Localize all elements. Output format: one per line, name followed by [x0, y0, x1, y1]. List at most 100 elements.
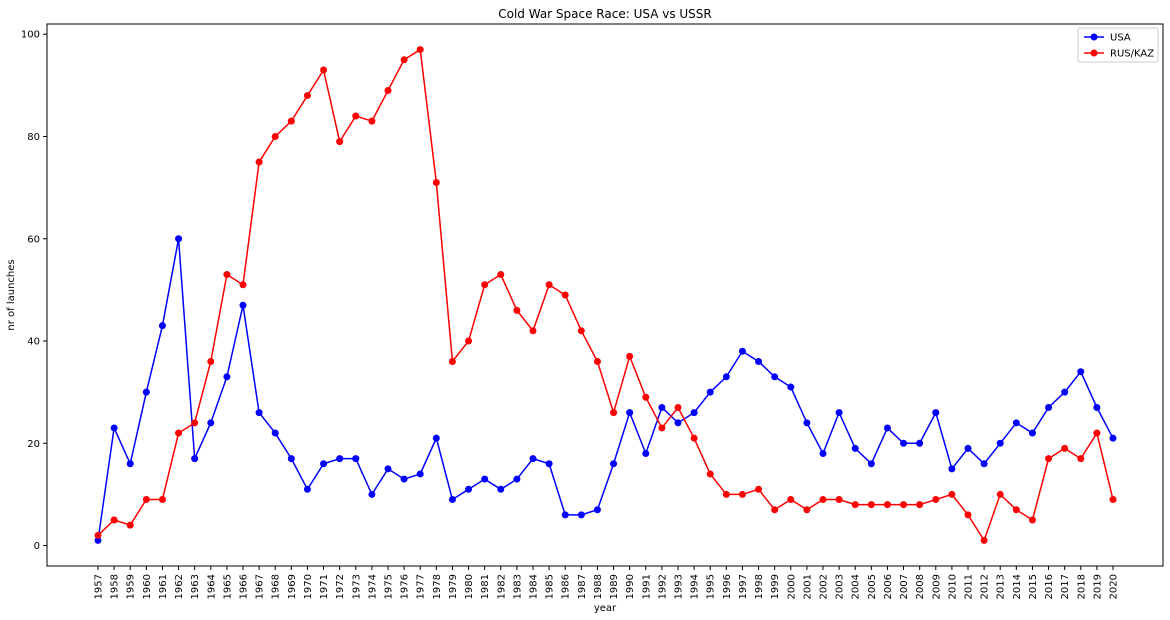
chart-title: Cold War Space Race: USA vs USSR — [498, 7, 712, 21]
data-point — [1028, 516, 1036, 524]
x-tick-label: 1981 — [480, 574, 491, 599]
legend-swatch-marker — [1090, 33, 1098, 41]
x-tick-label: 1966 — [239, 574, 250, 599]
y-tick-label: 20 — [27, 439, 40, 450]
data-point — [1093, 403, 1101, 411]
data-point — [996, 439, 1004, 447]
x-tick-label: 1957 — [94, 574, 105, 599]
data-point — [529, 455, 537, 463]
data-point — [642, 450, 650, 458]
data-point — [996, 490, 1004, 498]
data-point — [755, 485, 763, 493]
data-point — [126, 460, 134, 468]
data-point — [1077, 455, 1085, 463]
data-point — [980, 536, 988, 544]
data-point — [916, 501, 924, 509]
data-point — [690, 409, 698, 417]
x-tick-label: 1992 — [657, 574, 668, 599]
data-point — [593, 506, 601, 514]
data-point — [271, 429, 279, 437]
data-point — [1077, 368, 1085, 376]
data-point — [94, 536, 102, 544]
series-layer — [94, 46, 1117, 544]
plot-frame — [46, 23, 1164, 567]
x-tick-label: 1965 — [222, 574, 233, 599]
data-point — [722, 373, 730, 381]
data-point — [320, 66, 328, 74]
x-tick-label: 1976 — [400, 574, 411, 599]
data-point — [142, 388, 150, 396]
x-tick-label: 2005 — [867, 574, 878, 599]
y-axis-label: nr of launches — [6, 259, 17, 330]
x-tick-label: 2002 — [819, 574, 830, 599]
data-point — [803, 506, 811, 514]
x-tick-label: 2010 — [947, 574, 958, 599]
data-point — [948, 465, 956, 473]
data-point — [674, 403, 682, 411]
x-tick-label: 2013 — [996, 574, 1007, 599]
legend-entry: RUS/KAZ — [1110, 49, 1154, 60]
data-point — [513, 306, 521, 314]
data-point — [626, 352, 634, 360]
x-tick-label: 1958 — [110, 574, 121, 599]
data-point — [1109, 496, 1117, 504]
series-line — [97, 238, 1114, 541]
data-point — [448, 357, 456, 365]
data-point — [658, 424, 666, 432]
data-point — [932, 496, 940, 504]
data-point — [416, 46, 424, 54]
data-point — [110, 516, 118, 524]
x-tick-label: 1986 — [561, 574, 572, 599]
data-point — [271, 132, 279, 140]
data-point — [755, 357, 763, 365]
y-tick-label: 100 — [21, 30, 40, 41]
data-point — [416, 470, 424, 478]
series-rus-kaz — [94, 46, 1117, 544]
x-tick-label: 2016 — [1044, 574, 1055, 599]
data-point — [593, 357, 601, 365]
legend-entry: USA — [1110, 33, 1131, 44]
data-point — [948, 490, 956, 498]
data-point — [352, 455, 360, 463]
x-tick-label: 1973 — [351, 574, 362, 599]
data-point — [835, 496, 843, 504]
data-point — [980, 460, 988, 468]
series-usa — [94, 235, 1117, 544]
x-tick-label: 1960 — [142, 574, 153, 599]
x-tick-label: 1988 — [593, 574, 604, 599]
data-point — [432, 434, 440, 442]
data-point — [1061, 444, 1069, 452]
data-point — [191, 419, 199, 427]
data-point — [126, 521, 134, 529]
x-tick-label: 2007 — [899, 574, 910, 599]
data-point — [1061, 388, 1069, 396]
data-point — [368, 117, 376, 125]
x-tick-label: 1991 — [641, 574, 652, 599]
x-tick-label: 1964 — [206, 574, 217, 599]
x-tick-label: 1997 — [738, 574, 749, 599]
data-point — [1109, 434, 1117, 442]
data-point — [706, 470, 714, 478]
x-tick-label: 1996 — [722, 574, 733, 599]
x-tick-label: 1985 — [545, 574, 556, 599]
x-tick-label: 1968 — [271, 574, 282, 599]
x-tick-label: 2020 — [1109, 574, 1120, 599]
data-point — [1045, 403, 1053, 411]
x-tick-label: 1979 — [448, 574, 459, 599]
data-point — [561, 511, 569, 519]
x-tick-label: 1983 — [512, 574, 523, 599]
x-axis: 1957 1958 1959 1960 1961 1962 1963 1964 1965 1966… — [94, 566, 1120, 599]
x-tick-label: 2003 — [835, 574, 846, 599]
data-point — [287, 117, 295, 125]
data-point — [658, 403, 666, 411]
data-point — [207, 419, 215, 427]
data-point — [851, 444, 859, 452]
data-point — [674, 419, 682, 427]
data-point — [883, 501, 891, 509]
data-point — [1028, 429, 1036, 437]
data-point — [545, 460, 553, 468]
data-point — [706, 388, 714, 396]
data-point — [642, 393, 650, 401]
data-point — [303, 485, 311, 493]
